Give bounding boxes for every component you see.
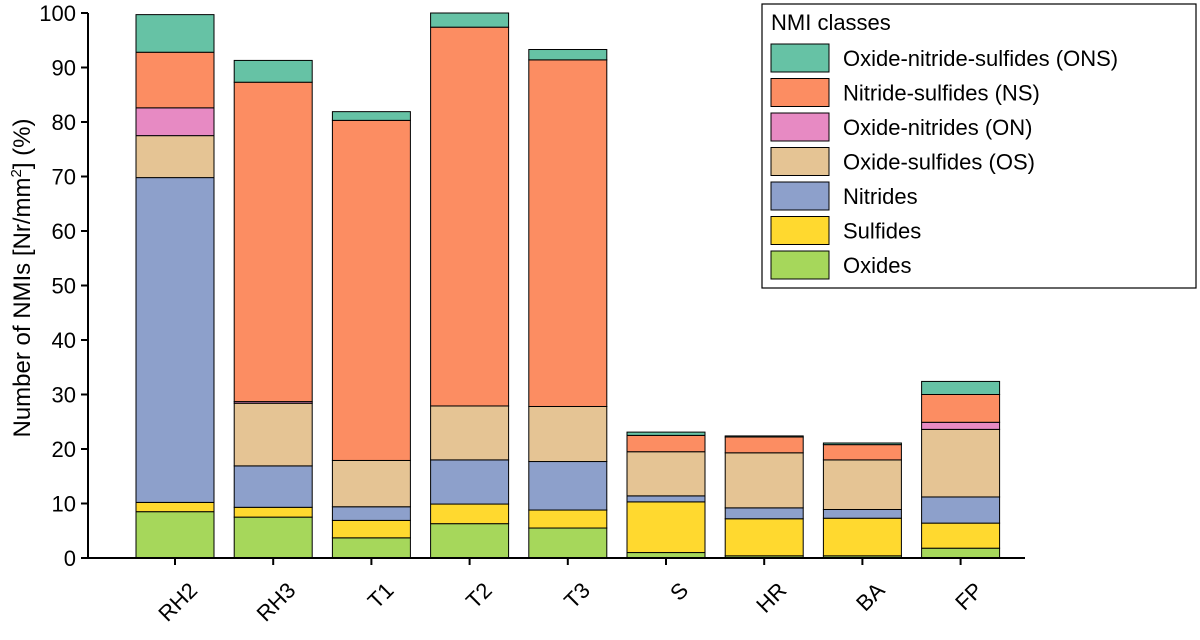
bar-segment-rh3-oxide-nitride-sulfides-ons — [233, 59, 313, 83]
bar-segment-t2-oxides — [430, 523, 510, 559]
bar-segment-rh3-nitride-sulfides-ns — [233, 81, 313, 403]
bar-segment-ba-sulfides — [822, 517, 902, 557]
y-ticks-group: 0 10 20 30 40 50 60 70 80 90 100 — [39, 1, 88, 571]
bar-segment-rh2-nitrides — [135, 177, 215, 503]
bar-segment-s-sulfides — [626, 501, 706, 554]
bar-segment-rh3-sulfides — [233, 506, 313, 518]
y-tick-label: 80 — [52, 110, 76, 135]
bar-segment-s-nitrides — [626, 495, 706, 503]
bar-segment-rh2-nitride-sulfides-ns — [135, 51, 215, 109]
bar-segment-t2-nitride-sulfides-ns — [430, 26, 510, 407]
x-tick-label-t2: T2 — [461, 578, 497, 614]
bar-segment-t3-oxides — [528, 527, 608, 559]
bar-segment-hr-oxide-nitride-sulfides-ons — [724, 435, 804, 438]
legend-items: Oxide-nitride-sulfides (ONS) Nitride-sulf… — [770, 43, 1118, 280]
bar-segment-rh2-oxide-sulfides-os — [135, 135, 215, 179]
bar-segment-fp-oxides — [921, 547, 1001, 559]
bar-segment-t3-oxide-sulfides-os — [528, 405, 608, 463]
bar-segment-fp-oxide-nitrides-on — [921, 421, 1001, 430]
bar-segment-rh2-oxide-nitrides-on — [135, 107, 215, 137]
x-tick-label-s: S — [665, 578, 693, 606]
legend-swatch-sulfides — [770, 216, 830, 245]
legend-swatch-oxide-nitrides-on — [770, 112, 830, 142]
bar-segment-fp-oxide-sulfides-os — [921, 428, 1001, 498]
legend-box — [761, 3, 1197, 289]
y-tick-label: 10 — [52, 492, 76, 517]
x-tick-label-fp: FP — [950, 578, 988, 616]
legend-label: Oxide-sulfides (OS) — [843, 150, 1035, 175]
bar-segment-s-nitride-sulfides-ns — [626, 434, 706, 453]
legend-label: Nitrides — [843, 184, 918, 209]
y-tick-label: 60 — [52, 219, 76, 244]
legend-swatch-oxide-nitride-sulfides-ons — [770, 43, 830, 73]
bar-segment-rh3-nitrides — [233, 465, 313, 508]
bar-segment-s-oxide-nitride-sulfides-ons — [626, 431, 706, 436]
x-tick-label-ba: BA — [851, 577, 890, 616]
bar-segment-fp-nitrides — [921, 496, 1001, 524]
bar-segment-rh3-oxide-sulfides-os — [233, 402, 313, 467]
bar-segment-t2-oxide-nitride-sulfides-ons — [430, 12, 510, 28]
y-axis-title-suffix: ] (%) — [9, 118, 36, 169]
bar-segment-t1-nitride-sulfides-ns — [331, 119, 411, 461]
y-tick-label: 40 — [52, 328, 76, 353]
bar-segment-t1-sulfides — [331, 519, 411, 539]
bar-segment-rh2-sulfides — [135, 501, 215, 513]
y-axis-title-prefix: Number of NMIs [Nr/mm — [9, 178, 36, 438]
legend-swatch-oxides — [770, 250, 830, 280]
legend-swatch-nitride-sulfides-ns — [770, 78, 830, 107]
legend-swatch-nitrides — [770, 181, 830, 211]
y-tick-label: 20 — [52, 437, 76, 462]
bar-segment-t3-nitride-sulfides-ns — [528, 59, 608, 407]
y-tick-label: 100 — [39, 1, 76, 26]
bar-segment-rh2-oxides — [135, 511, 215, 559]
bars-group — [135, 12, 1001, 559]
bar-segment-ba-nitrides — [822, 509, 902, 519]
bar-segment-fp-oxide-nitride-sulfides-ons — [921, 380, 1001, 396]
bar-segment-ba-oxide-sulfides-os — [822, 459, 902, 510]
y-tick-label: 50 — [52, 274, 76, 299]
bar-segment-hr-sulfides — [724, 518, 804, 557]
bar-segment-fp-nitride-sulfides-ns — [921, 394, 1001, 423]
bar-segment-hr-nitride-sulfides-ns — [724, 436, 804, 454]
y-axis-title: Number of NMIs [Nr/mm2] (%) — [8, 118, 36, 437]
y-tick-label: 30 — [52, 383, 76, 408]
bar-segment-t3-oxide-nitride-sulfides-ons — [528, 49, 608, 61]
bar-segment-t2-sulfides — [430, 503, 510, 525]
legend-label: Oxide-nitride-sulfides (ONS) — [843, 46, 1118, 71]
bar-segment-s-oxide-sulfides-os — [626, 451, 706, 497]
legend-label: Sulfides — [843, 219, 921, 244]
y-tick-label: 70 — [52, 165, 76, 190]
bar-segment-hr-oxide-sulfides-os — [724, 452, 804, 509]
bar-segment-ba-nitride-sulfides-ns — [822, 444, 902, 461]
legend-label: Oxides — [843, 253, 911, 278]
legend: NMI classes Oxide-nitride-sulfides (ONS)… — [761, 3, 1197, 289]
legend-label: Nitride-sulfides (NS) — [843, 81, 1040, 106]
bar-segment-t1-oxide-nitride-sulfides-ons — [331, 111, 411, 121]
bar-segment-t3-nitrides — [528, 461, 608, 511]
x-tick-label-t3: T3 — [559, 578, 595, 614]
bar-segment-rh3-oxides — [233, 516, 313, 559]
bar-segment-t1-oxides — [331, 537, 411, 559]
bar-segment-ba-oxide-nitride-sulfides-ons — [822, 442, 902, 446]
bar-segment-t2-oxide-sulfides-os — [430, 405, 510, 461]
y-axis-title-superscript: 2 — [8, 169, 25, 177]
y-tick-label: 0 — [64, 546, 76, 571]
x-tick-label-rh2: RH2 — [153, 578, 202, 627]
x-tick-label-hr: HR — [751, 578, 791, 618]
legend-title: NMI classes — [771, 10, 891, 35]
x-ticks-group: RH2 RH3 T1 T2 T3 S HR BA FP — [153, 558, 988, 627]
x-tick-label-t1: T1 — [363, 578, 399, 614]
bar-segment-rh2-oxide-nitride-sulfides-ons — [135, 14, 215, 53]
legend-label: Oxide-nitrides (ON) — [843, 115, 1032, 140]
bar-segment-t2-nitrides — [430, 459, 510, 505]
bar-segment-fp-sulfides — [921, 522, 1001, 549]
bar-segment-t1-oxide-sulfides-os — [331, 459, 411, 508]
legend-swatch-oxide-sulfides-os — [770, 147, 830, 176]
x-tick-label-rh3: RH3 — [252, 578, 301, 627]
bar-segment-t3-sulfides — [528, 509, 608, 529]
y-tick-label: 90 — [52, 56, 76, 81]
bar-segment-t1-nitrides — [331, 506, 411, 521]
bar-segment-hr-nitrides — [724, 507, 804, 520]
